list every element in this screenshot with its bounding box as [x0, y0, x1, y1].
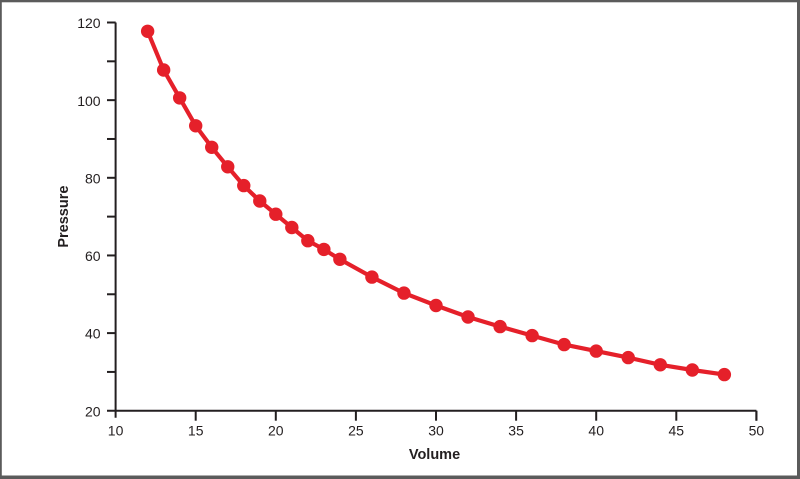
- svg-text:120: 120: [77, 15, 101, 31]
- svg-text:Pressure: Pressure: [56, 186, 72, 248]
- svg-text:25: 25: [348, 422, 364, 438]
- svg-text:35: 35: [508, 422, 524, 438]
- svg-text:80: 80: [85, 170, 101, 186]
- svg-text:15: 15: [188, 422, 204, 438]
- svg-text:45: 45: [669, 422, 685, 438]
- svg-text:40: 40: [85, 326, 101, 342]
- svg-text:20: 20: [268, 422, 284, 438]
- svg-text:Volume: Volume: [409, 447, 460, 463]
- svg-text:20: 20: [85, 403, 101, 419]
- svg-text:30: 30: [428, 422, 444, 438]
- svg-text:60: 60: [85, 248, 101, 264]
- svg-text:40: 40: [588, 422, 604, 438]
- svg-text:50: 50: [749, 422, 765, 438]
- svg-text:10: 10: [108, 422, 124, 438]
- svg-text:100: 100: [77, 93, 101, 109]
